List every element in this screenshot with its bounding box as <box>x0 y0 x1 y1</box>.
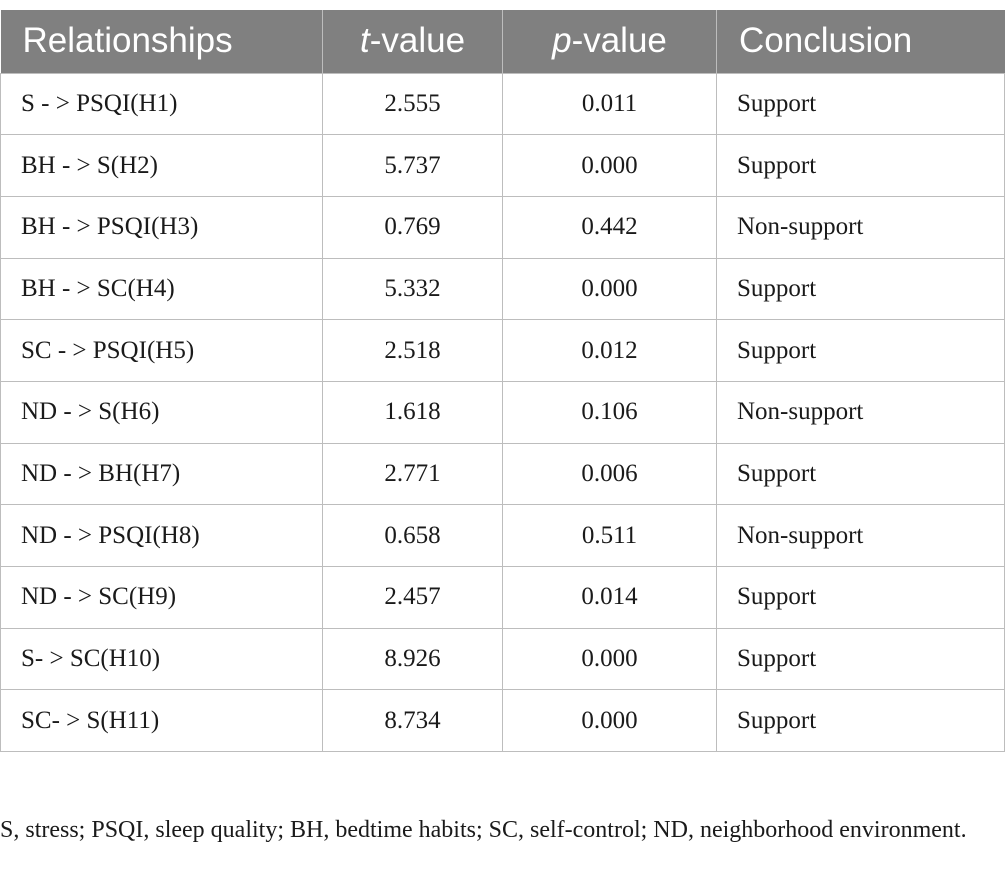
p-value-cell: 0.442 <box>502 195 717 259</box>
table-row: ND - > S(H6) 1.618 0.106 Non-support <box>0 380 1005 444</box>
conclusion-cell: Support <box>716 257 1005 321</box>
table-row: S- > SC(H10) 8.926 0.000 Support <box>0 627 1005 691</box>
conclusion-cell: Support <box>716 689 1005 753</box>
t-value-cell: 1.618 <box>322 380 503 444</box>
conclusion-cell: Support <box>716 627 1005 691</box>
p-value-cell: 0.000 <box>502 627 717 691</box>
p-value-cell: 0.000 <box>502 257 717 321</box>
relationship-cell: BH - > PSQI(H3) <box>0 195 323 259</box>
conclusion-cell: Non-support <box>716 504 1005 567</box>
t-value-cell: 2.457 <box>322 566 503 629</box>
conclusion-cell: Support <box>716 134 1005 197</box>
table-header: Relationships t-value p-value Conclusion <box>0 10 1005 73</box>
results-table: Relationships t-value p-value Conclusion… <box>0 10 1005 753</box>
p-value-cell: 0.011 <box>502 72 717 136</box>
table-row: S - > PSQI(H1) 2.555 0.011 Support <box>0 72 1005 136</box>
conclusion-cell: Support <box>716 442 1005 506</box>
relationship-cell: SC- > S(H11) <box>0 689 323 753</box>
relationship-cell: ND - > SC(H9) <box>0 566 323 629</box>
p-value-cell: 0.006 <box>502 442 717 506</box>
t-value-cell: 0.658 <box>322 504 503 567</box>
conclusion-cell: Support <box>716 72 1005 136</box>
relationship-cell: BH - > S(H2) <box>0 134 323 197</box>
t-value-cell: 8.734 <box>322 689 503 753</box>
table-footnote: S, stress; PSQI, sleep quality; BH, bedt… <box>0 817 967 843</box>
table-row: SC- > S(H11) 8.734 0.000 Support <box>0 689 1005 753</box>
header-relationships: Relationships <box>0 10 323 73</box>
t-value-cell: 8.926 <box>322 627 503 691</box>
conclusion-cell: Support <box>716 566 1005 629</box>
p-value-cell: 0.012 <box>502 319 717 382</box>
p-value-cell: 0.106 <box>502 380 717 444</box>
table-row: BH - > SC(H4) 5.332 0.000 Support <box>0 257 1005 321</box>
relationship-cell: ND - > S(H6) <box>0 380 323 444</box>
relationship-cell: S - > PSQI(H1) <box>0 72 323 136</box>
relationship-cell: ND - > PSQI(H8) <box>0 504 323 567</box>
header-p-value: p-value <box>502 10 717 73</box>
t-value-cell: 5.737 <box>322 134 503 197</box>
conclusion-cell: Non-support <box>716 195 1005 259</box>
t-value-cell: 2.555 <box>322 72 503 136</box>
table-body: S - > PSQI(H1) 2.555 0.011 Support BH - … <box>0 72 1005 753</box>
p-value-cell: 0.014 <box>502 566 717 629</box>
relationship-cell: S- > SC(H10) <box>0 627 323 691</box>
p-value-cell: 0.000 <box>502 689 717 753</box>
header-row: Relationships t-value p-value Conclusion <box>0 10 1005 73</box>
header-conclusion: Conclusion <box>739 21 913 61</box>
t-value-cell: 2.518 <box>322 319 503 382</box>
table-row: ND - > BH(H7) 2.771 0.006 Support <box>0 442 1005 506</box>
relationship-cell: SC - > PSQI(H5) <box>0 319 323 382</box>
table-row: ND - > PSQI(H8) 0.658 0.511 Non-support <box>0 504 1005 567</box>
t-value-cell: 5.332 <box>322 257 503 321</box>
conclusion-cell: Support <box>716 319 1005 382</box>
relationship-cell: ND - > BH(H7) <box>0 442 323 506</box>
relationship-cell: BH - > SC(H4) <box>0 257 323 321</box>
table-row: SC - > PSQI(H5) 2.518 0.012 Support <box>0 319 1005 382</box>
table-row: BH - > PSQI(H3) 0.769 0.442 Non-support <box>0 195 1005 259</box>
table-row: BH - > S(H2) 5.737 0.000 Support <box>0 134 1005 197</box>
t-value-cell: 2.771 <box>322 442 503 506</box>
header-t-value: t-value <box>322 10 503 73</box>
t-value-cell: 0.769 <box>322 195 503 259</box>
p-value-cell: 0.000 <box>502 134 717 197</box>
p-value-cell: 0.511 <box>502 504 717 567</box>
table-row: ND - > SC(H9) 2.457 0.014 Support <box>0 566 1005 629</box>
conclusion-cell: Non-support <box>716 380 1005 444</box>
